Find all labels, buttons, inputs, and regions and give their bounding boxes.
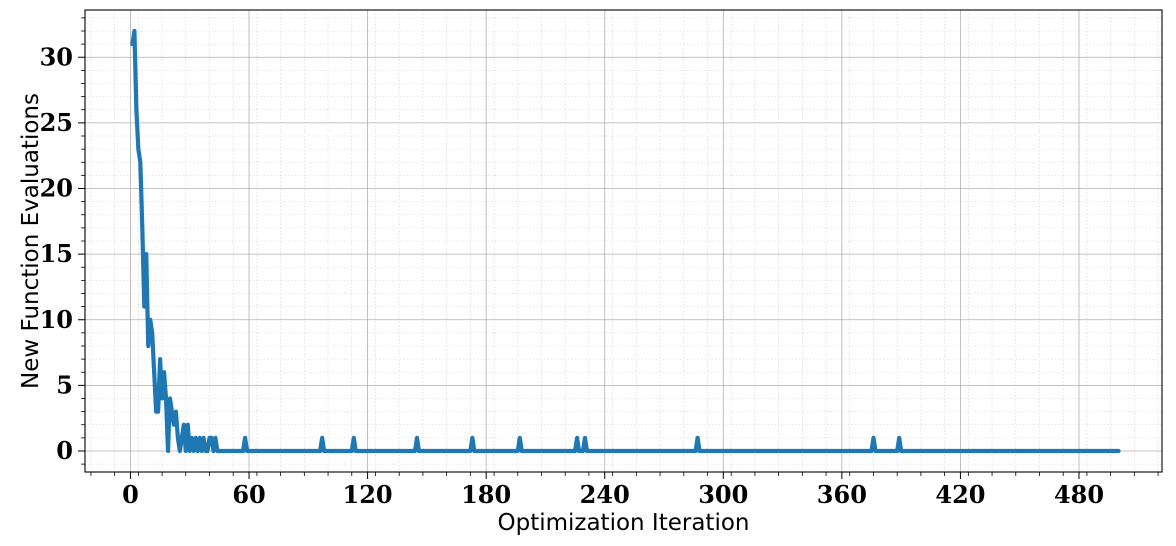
y-tick-label: 5 — [56, 370, 73, 399]
x-tick-label: 180 — [461, 480, 511, 509]
y-tick-label: 15 — [40, 239, 73, 268]
series-layer — [130, 28, 1121, 454]
x-tick-label: 240 — [580, 480, 630, 509]
x-tick-label: 60 — [232, 480, 265, 509]
y-tick-label: 0 — [56, 436, 73, 465]
y-tick-label: 30 — [40, 42, 73, 71]
x-tick-label: 420 — [935, 480, 985, 509]
x-axis-label: Optimization Iteration — [497, 510, 749, 536]
y-tick-label: 20 — [40, 174, 73, 203]
series-line — [130, 28, 1121, 454]
x-tick-labels: 0 60 120 180 240 300 360 420 480 — [122, 480, 1104, 509]
y-tick-label: 25 — [40, 108, 73, 137]
axis-ticks — [78, 17, 1159, 479]
minor-grid — [85, 10, 1162, 472]
y-tick-labels: 0 5 10 15 20 25 30 — [40, 42, 73, 465]
x-tick-label: 360 — [817, 480, 867, 509]
x-tick-label: 300 — [698, 480, 748, 509]
y-tick-label: 10 — [40, 305, 73, 334]
x-tick-label: 480 — [1054, 480, 1104, 509]
x-tick-label: 0 — [122, 480, 139, 509]
x-tick-label: 120 — [343, 480, 393, 509]
y-axis-label: New Function Evaluations — [18, 93, 44, 389]
